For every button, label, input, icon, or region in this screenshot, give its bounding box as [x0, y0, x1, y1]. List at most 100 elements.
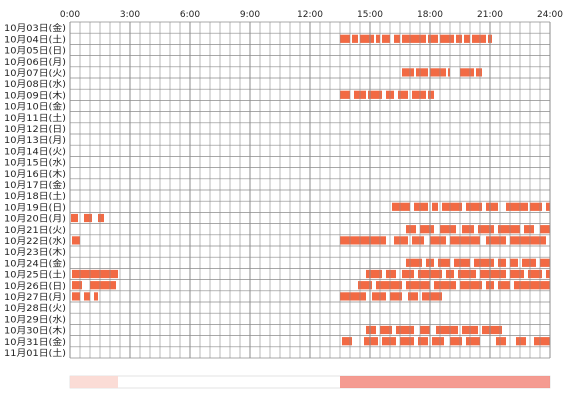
row-label: 10月18日(土) [4, 190, 66, 202]
activity-cell-24-3 [340, 292, 366, 301]
row-label: 11月01日(土) [4, 347, 66, 359]
activity-cell-17-2 [98, 213, 104, 223]
row-labels: 10月03日(金)10月04日(土)10月05日(日)10月06日(月)10月0… [4, 22, 66, 359]
x-axis-tick-labels: 0:00 3:00 6:00 9:00 12:00 15:00 18:00 21:00 24:0… [60, 10, 563, 20]
activity-cell-28-4 [418, 337, 428, 346]
activity-cell-22-10 [546, 269, 550, 279]
activity-cell-28-0 [342, 337, 352, 346]
row-label: 10月04日(土) [4, 33, 66, 45]
activity-cell-19-1 [340, 236, 386, 245]
activity-cell-28-10 [534, 337, 550, 346]
activity-cell-24-1 [84, 292, 90, 301]
row-label: 10月21日(火) [4, 225, 66, 236]
row-label: 10月05日(日) [4, 46, 66, 57]
x-tick-label: 12:00 [297, 10, 323, 20]
x-tick-label: 3:00 [120, 10, 140, 20]
activity-cell-24-6 [408, 292, 418, 301]
summary-segment-0 [70, 376, 118, 388]
activity-cell-16-8 [546, 202, 550, 211]
activity-cell-21-3 [454, 258, 470, 267]
row-label: 10月20日(月) [4, 214, 66, 225]
activity-cell-27-6 [482, 325, 502, 335]
x-tick-label: 0:00 [60, 10, 80, 20]
activity-cell-21-6 [510, 258, 518, 267]
activity-cell-18-0 [406, 225, 416, 234]
activity-cell-16-5 [486, 202, 498, 211]
activity-cell-19-6 [486, 236, 506, 245]
activity-cell-6-6 [428, 90, 434, 99]
activity-cell-1-0 [340, 34, 350, 43]
activity-cell-24-4 [372, 292, 386, 301]
activity-cell-19-0 [72, 236, 80, 245]
row-label: 10月15日(水) [4, 157, 66, 169]
activity-cell-4-5 [476, 68, 482, 77]
x-tick-label: 6:00 [180, 10, 200, 20]
activity-cell-22-9 [528, 269, 542, 279]
activity-cell-27-0 [366, 325, 376, 335]
activity-cell-23-6 [460, 281, 482, 290]
activity-cell-19-7 [510, 236, 546, 245]
activity-cell-27-2 [396, 325, 414, 335]
activity-cell-23-8 [498, 281, 510, 290]
activity-cell-1-4 [382, 34, 390, 43]
activity-cell-19-4 [430, 236, 446, 245]
x-tick-label: 18:00 [417, 10, 443, 20]
row-label: 10月26日(日) [4, 281, 66, 292]
activity-cell-6-4 [398, 90, 408, 99]
activity-cell-27-3 [420, 325, 430, 335]
row-label: 10月31日(金) [4, 336, 66, 348]
activity-cell-16-4 [466, 202, 482, 211]
row-label: 10月29日(水) [4, 313, 66, 325]
activity-cell-28-3 [400, 337, 414, 346]
row-label: 10月19日(日) [4, 202, 66, 213]
grid [69, 21, 551, 359]
activity-cell-6-2 [368, 90, 382, 99]
x-tick-label: 15:00 [357, 10, 383, 20]
activity-cell-1-8 [440, 34, 454, 43]
activity-cell-23-1 [90, 281, 116, 290]
activity-cell-1-7 [428, 34, 438, 43]
activity-cell-1-1 [352, 34, 358, 43]
activity-cell-1-3 [376, 34, 380, 43]
activity-cell-1-10 [464, 34, 470, 43]
activity-cell-4-0 [402, 68, 414, 77]
activity-cell-28-8 [496, 337, 506, 346]
activity-cell-22-6 [458, 269, 476, 279]
row-label: 10月09日(木) [4, 89, 66, 101]
activity-cell-23-0 [72, 281, 82, 290]
activity-cell-22-1 [366, 269, 382, 279]
activity-cell-23-3 [376, 281, 402, 290]
activity-cell-4-2 [430, 68, 446, 77]
activity-cell-17-1 [84, 213, 92, 223]
x-tick-label: 21:00 [477, 10, 503, 20]
activity-cell-16-6 [506, 202, 528, 211]
activity-cell-1-6 [402, 34, 426, 43]
activity-cell-19-5 [450, 236, 480, 245]
activity-cell-23-5 [434, 281, 456, 290]
activity-cell-22-0 [72, 269, 118, 279]
activity-cell-19-2 [394, 236, 408, 245]
row-label: 10月12日(日) [4, 124, 66, 135]
activity-cell-24-5 [390, 292, 402, 301]
activity-cell-4-1 [416, 68, 428, 77]
activity-cell-18-7 [540, 225, 550, 234]
activity-cell-28-5 [432, 337, 444, 346]
activity-cell-23-9 [514, 281, 550, 290]
activity-cell-22-8 [510, 269, 524, 279]
summary-segment-1 [340, 376, 550, 388]
activity-cell-16-2 [432, 202, 438, 211]
activity-cell-1-9 [456, 34, 462, 43]
row-label: 10月30日(木) [4, 325, 66, 337]
row-label: 10月06日(月) [4, 57, 66, 68]
activity-cell-18-4 [478, 225, 494, 234]
row-label: 10月07日(火) [4, 68, 66, 79]
activity-cell-16-0 [392, 202, 410, 211]
activity-cell-22-2 [386, 269, 396, 279]
row-label: 10月28日(火) [4, 303, 66, 314]
activity-cell-24-2 [94, 292, 98, 301]
activity-cell-23-4 [406, 281, 430, 290]
activity-cell-18-3 [462, 225, 474, 234]
activity-cell-21-8 [540, 258, 550, 267]
activity-cell-18-1 [420, 225, 434, 234]
activity-cell-21-5 [498, 258, 506, 267]
